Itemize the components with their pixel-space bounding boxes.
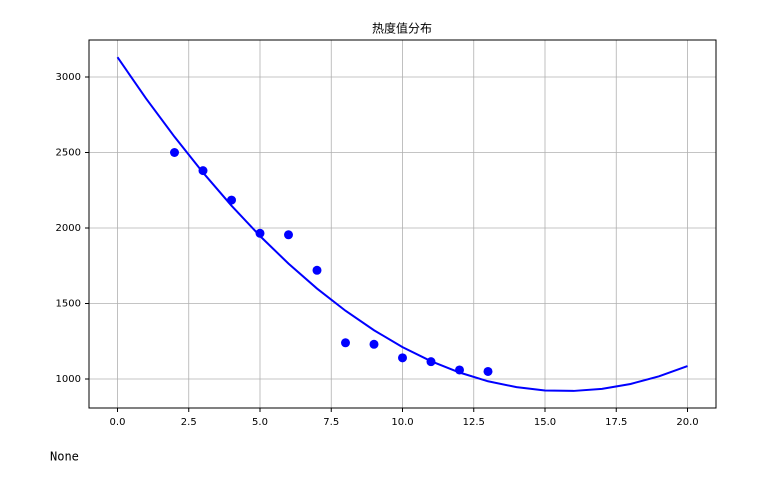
y-tick-label: 2500 — [56, 147, 81, 158]
y-tick-label: 1500 — [56, 299, 81, 310]
x-tick-label: 0.0 — [110, 417, 126, 428]
x-tick-label: 15.0 — [534, 417, 556, 428]
x-tick-label: 12.5 — [463, 417, 485, 428]
data-point — [312, 265, 322, 275]
x-tick-label: 20.0 — [676, 417, 698, 428]
data-point — [170, 147, 179, 157]
data-point — [255, 228, 265, 238]
x-tick-label: 5.0 — [252, 417, 268, 428]
data-point — [398, 353, 407, 363]
x-tick-label: 17.5 — [605, 417, 627, 428]
plot-frame — [88, 39, 717, 409]
data-point — [341, 338, 350, 348]
data-point — [369, 339, 379, 349]
data-point — [284, 230, 293, 240]
data-point — [483, 366, 493, 376]
x-tick-label: 2.5 — [181, 417, 197, 428]
y-tick-label: 3000 — [56, 72, 81, 83]
x-tick-label: 10.0 — [391, 417, 413, 428]
chart-title: 热度值分布 — [372, 21, 432, 36]
x-tick-label: 7.5 — [323, 417, 339, 428]
fit-line — [116, 56, 688, 392]
output-text: None — [50, 450, 79, 464]
y-tick-label: 1000 — [56, 374, 81, 385]
y-tick-label: 2000 — [56, 223, 81, 234]
